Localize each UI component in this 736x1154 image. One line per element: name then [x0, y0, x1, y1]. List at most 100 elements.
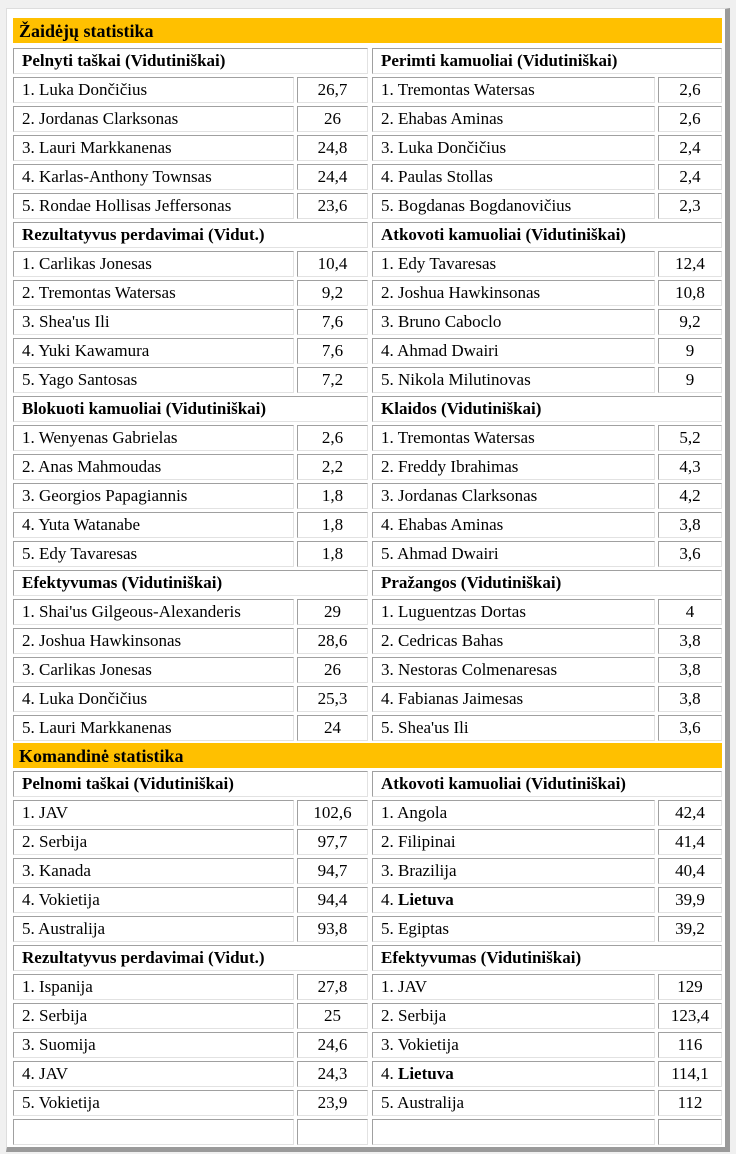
entry-name: Luka Dončičius	[398, 138, 507, 157]
rank: 3.	[381, 660, 394, 679]
ranking-value-cell: 112	[658, 1090, 722, 1116]
ranking-value-cell: 24,6	[297, 1032, 368, 1058]
entry-name: Egiptas	[398, 919, 449, 938]
ranking-name-cell: 1. JAV	[372, 974, 655, 1000]
rank: 5.	[381, 544, 394, 563]
rank: 3.	[22, 1035, 35, 1054]
rank: 3.	[22, 138, 35, 157]
section-header: Komandinė statistika	[13, 743, 722, 768]
ranking-value-cell: 24,8	[297, 135, 368, 161]
group-header: Rezultatyvus perdavimai (Vidut.)	[13, 222, 368, 248]
entry-name: Cedricas Bahas	[398, 631, 504, 650]
rank: 5.	[381, 370, 394, 389]
entry-name: Bruno Caboclo	[398, 312, 502, 331]
ranking-value-cell: 3,8	[658, 512, 722, 538]
ranking-value-cell: 123,4	[658, 1003, 722, 1029]
rank: 5.	[22, 544, 35, 563]
ranking-value-cell: 93,8	[297, 916, 368, 942]
rank: 2.	[381, 283, 394, 302]
entry-name: Shai'us Gilgeous-Alexanderis	[39, 602, 241, 621]
rank: 1.	[22, 602, 35, 621]
rank: 4.	[22, 515, 35, 534]
entry-name: Brazilija	[398, 861, 457, 880]
ranking-value-cell: 7,6	[297, 309, 368, 335]
ranking-value-cell: 2,6	[297, 425, 368, 451]
ranking-name-cell: 5. Vokietija	[13, 1090, 294, 1116]
ranking-value-cell: 2,6	[658, 106, 722, 132]
rank: 1.	[22, 977, 35, 996]
ranking-value-cell: 94,7	[297, 858, 368, 884]
ranking-name-cell: 5. Shea'us Ili	[372, 715, 655, 741]
entry-name: JAV	[39, 803, 68, 822]
entry-name: Serbija	[39, 1006, 88, 1025]
ranking-name-cell: 2. Serbija	[13, 829, 294, 855]
ranking-name-cell: 3. Shea'us Ili	[13, 309, 294, 335]
entry-name: Australija	[38, 919, 106, 938]
entry-name: JAV	[398, 977, 427, 996]
entry-name: Ehabas Aminas	[398, 515, 504, 534]
entry-name: Yuki Kawamura	[38, 341, 150, 360]
group-header: Blokuoti kamuoliai (Vidutiniškai)	[13, 396, 368, 422]
ranking-name-cell: 3. Lauri Markkanenas	[13, 135, 294, 161]
rank: 1.	[381, 428, 394, 447]
group-header: Efektyvumas (Vidutiniškai)	[13, 570, 368, 596]
rank: 3.	[381, 1035, 394, 1054]
rank: 4.	[22, 890, 35, 909]
ranking-name-cell: 5. Yago Santosas	[13, 367, 294, 393]
rank: 3.	[22, 312, 35, 331]
ranking-value-cell: 9,2	[297, 280, 368, 306]
ranking-name-cell: 5. Ahmad Dwairi	[372, 541, 655, 567]
ranking-name-cell: 2. Cedricas Bahas	[372, 628, 655, 654]
entry-name: Karlas-Anthony Townsas	[39, 167, 212, 186]
entry-name: Serbija	[39, 832, 88, 851]
rank: 1.	[381, 977, 394, 996]
ranking-name-cell: 5. Nikola Milutinovas	[372, 367, 655, 393]
ranking-value-cell: 9	[658, 367, 722, 393]
entry-name: Jordanas Clarksonas	[398, 486, 538, 505]
ranking-value-cell: 4	[658, 599, 722, 625]
ranking-value-cell: 2,3	[658, 193, 722, 219]
ranking-name-cell: 1. Edy Tavaresas	[372, 251, 655, 277]
ranking-name-cell: 5. Rondae Hollisas Jeffersonas	[13, 193, 294, 219]
entry-name: Shea'us Ili	[39, 312, 110, 331]
rank: 4.	[381, 341, 394, 360]
rank: 4.	[381, 167, 394, 186]
ranking-name-cell: 5. Egiptas	[372, 916, 655, 942]
ranking-name-cell: 4. Ehabas Aminas	[372, 512, 655, 538]
entry-name: Lauri Markkanenas	[39, 718, 172, 737]
ranking-value-cell: 7,2	[297, 367, 368, 393]
ranking-name-cell: 4. Karlas-Anthony Townsas	[13, 164, 294, 190]
rank: 5.	[381, 1093, 394, 1112]
rank: 2.	[22, 457, 35, 476]
ranking-value-cell: 25	[297, 1003, 368, 1029]
rank: 4.	[22, 167, 35, 186]
ranking-name-cell: 3. Georgios Papagiannis	[13, 483, 294, 509]
ranking-name-cell: 3. Bruno Caboclo	[372, 309, 655, 335]
rank: 5.	[22, 919, 35, 938]
ranking-name-cell: 1. Tremontas Watersas	[372, 77, 655, 103]
rank: 2.	[381, 832, 394, 851]
ranking-value-cell: 5,2	[658, 425, 722, 451]
rank: 3.	[381, 312, 394, 331]
ranking-name-cell: 2. Freddy Ibrahimas	[372, 454, 655, 480]
ranking-name-cell: 1. JAV	[13, 800, 294, 826]
entry-name: Rondae Hollisas Jeffersonas	[39, 196, 232, 215]
entry-name: Tremontas Watersas	[397, 428, 535, 447]
section-header: Žaidėjų statistika	[13, 18, 722, 43]
ranking-value-cell: 24,3	[297, 1061, 368, 1087]
group-header: Rezultatyvus perdavimai (Vidut.)	[13, 945, 368, 971]
ranking-value-cell: 3,8	[658, 628, 722, 654]
entry-name: Georgios Papagiannis	[39, 486, 188, 505]
ranking-value-cell: 39,9	[658, 887, 722, 913]
ranking-name-cell: 2. Serbija	[13, 1003, 294, 1029]
rank: 1.	[22, 428, 35, 447]
ranking-value-cell: 10,8	[658, 280, 722, 306]
ranking-name-cell: 4. Fabianas Jaimesas	[372, 686, 655, 712]
group-header: Pelnyti taškai (Vidutiniškai)	[13, 48, 368, 74]
ranking-name-cell: 2. Filipinai	[372, 829, 655, 855]
ranking-value-cell: 2,4	[658, 135, 722, 161]
rank: 4.	[22, 689, 35, 708]
entry-name: Filipinai	[398, 832, 456, 851]
rank: 2.	[22, 109, 35, 128]
ranking-name-cell: 2. Serbija	[372, 1003, 655, 1029]
